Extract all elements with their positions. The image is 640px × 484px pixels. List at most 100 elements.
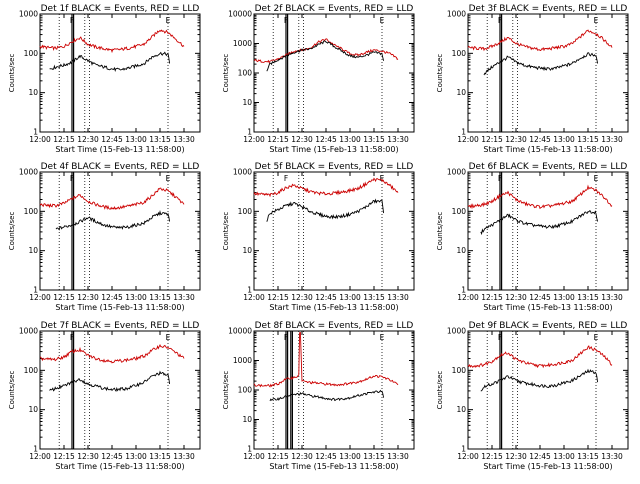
event-marker-f: F xyxy=(498,16,502,25)
series-line-lld xyxy=(467,345,613,369)
series-line-events xyxy=(269,389,385,402)
x-tick-label: 13:15 xyxy=(149,135,171,144)
x-tick-label: 12:15 xyxy=(481,135,503,144)
x-tick-label: 12:45 xyxy=(315,452,337,461)
x-axis-label: Start Time (15-Feb-13 11:58:00) xyxy=(483,462,612,471)
y-axis-label: Counts/sec xyxy=(222,54,230,93)
panel-title: Det 1f BLACK = Events, RED = LLD xyxy=(41,4,200,14)
event-marker-e: E xyxy=(166,174,171,183)
y-tick-label: 10 xyxy=(28,88,38,97)
x-tick-label: 12:00 xyxy=(457,135,479,144)
series-line-events xyxy=(483,52,599,76)
y-axis-label: Counts/sec xyxy=(8,371,16,410)
y-tick-label: 1000 xyxy=(19,10,38,19)
y-tick-label: 1 xyxy=(247,445,252,454)
y-tick-label: 10 xyxy=(456,405,466,414)
series-line-events xyxy=(266,40,385,72)
series-line-events xyxy=(55,209,171,231)
series-line-lld xyxy=(253,38,399,64)
x-tick-label: 13:15 xyxy=(577,452,599,461)
x-tick-label: 12:15 xyxy=(481,452,503,461)
x-tick-label: 13:00 xyxy=(553,452,575,461)
x-tick-label: 13:30 xyxy=(601,293,623,302)
y-tick-label: 10 xyxy=(456,246,466,255)
y-tick-label: 100 xyxy=(238,386,253,395)
x-tick-label: 13:00 xyxy=(125,452,147,461)
x-tick-label: 12:15 xyxy=(53,293,75,302)
event-marker-e: E xyxy=(594,16,599,25)
x-tick-label: 12:45 xyxy=(101,293,123,302)
event-marker-e: E xyxy=(380,174,385,183)
x-tick-label: 12:00 xyxy=(243,452,265,461)
y-tick-label: 10 xyxy=(242,98,252,107)
panel-title: Det 2f BLACK = Events, RED = LLD xyxy=(255,4,414,14)
y-axis-label: Counts/sec xyxy=(436,212,444,251)
x-tick-label: 12:15 xyxy=(267,135,289,144)
event-marker-f: F xyxy=(70,333,74,342)
x-tick-label: 12:00 xyxy=(457,452,479,461)
plot-frame xyxy=(253,13,415,133)
series-line-events xyxy=(480,210,599,236)
x-tick-label: 12:30 xyxy=(291,135,313,144)
x-tick-label: 13:30 xyxy=(173,452,195,461)
series-line-lld xyxy=(467,29,613,52)
x-tick-label: 12:45 xyxy=(315,293,337,302)
y-tick-label: 100 xyxy=(24,207,39,216)
x-tick-label: 12:15 xyxy=(267,452,289,461)
x-axis-label: Start Time (15-Feb-13 11:58:00) xyxy=(269,462,398,471)
x-tick-label: 12:30 xyxy=(77,293,99,302)
event-marker-f: F xyxy=(70,16,74,25)
panel-title: Det 5f BLACK = Events, RED = LLD xyxy=(255,162,414,172)
x-tick-label: 13:30 xyxy=(173,135,195,144)
plot-frame xyxy=(253,171,415,291)
x-tick-label: 12:15 xyxy=(267,293,289,302)
y-tick-label: 1 xyxy=(33,286,38,295)
event-marker-f: F xyxy=(284,174,288,183)
x-axis-label: Start Time (15-Feb-13 11:58:00) xyxy=(269,303,398,312)
plot-frame xyxy=(467,171,629,291)
x-tick-label: 12:30 xyxy=(77,135,99,144)
plot-frame xyxy=(39,171,201,291)
series-line-lld xyxy=(39,343,185,364)
x-tick-label: 13:30 xyxy=(601,452,623,461)
plot-frame xyxy=(39,330,201,450)
y-tick-label: 100 xyxy=(24,49,39,58)
panel-title: Det 9f BLACK = Events, RED = LLD xyxy=(469,321,628,331)
x-tick-label: 13:15 xyxy=(363,135,385,144)
y-tick-label: 1000 xyxy=(447,10,466,19)
plot-frame xyxy=(467,330,629,450)
event-marker-e: E xyxy=(380,16,385,25)
y-tick-label: 1 xyxy=(461,128,466,137)
y-axis-label: Counts/sec xyxy=(8,212,16,251)
y-tick-label: 1 xyxy=(33,445,38,454)
x-tick-label: 13:30 xyxy=(387,452,409,461)
event-marker-f: F xyxy=(70,174,74,183)
series-line-lld xyxy=(253,331,399,388)
x-tick-label: 12:00 xyxy=(29,293,51,302)
series-line-events xyxy=(480,368,599,392)
plot-frame xyxy=(467,13,629,133)
x-tick-label: 13:00 xyxy=(553,135,575,144)
x-axis-label: Start Time (15-Feb-13 11:58:00) xyxy=(55,145,184,154)
x-tick-label: 12:00 xyxy=(243,135,265,144)
event-marker-e: E xyxy=(166,16,171,25)
x-tick-label: 13:15 xyxy=(149,293,171,302)
y-tick-label: 1000 xyxy=(233,168,252,177)
x-tick-label: 13:15 xyxy=(577,293,599,302)
x-tick-label: 12:45 xyxy=(101,452,123,461)
series-line-events xyxy=(49,370,171,393)
x-tick-label: 12:00 xyxy=(29,452,51,461)
event-marker-e: E xyxy=(380,333,385,342)
x-tick-label: 13:00 xyxy=(339,293,361,302)
series-line-events xyxy=(266,198,385,222)
y-tick-label: 100 xyxy=(24,366,39,375)
x-tick-label: 13:00 xyxy=(125,135,147,144)
event-marker-e: E xyxy=(166,333,171,342)
x-tick-label: 13:15 xyxy=(363,452,385,461)
x-tick-label: 13:15 xyxy=(363,293,385,302)
